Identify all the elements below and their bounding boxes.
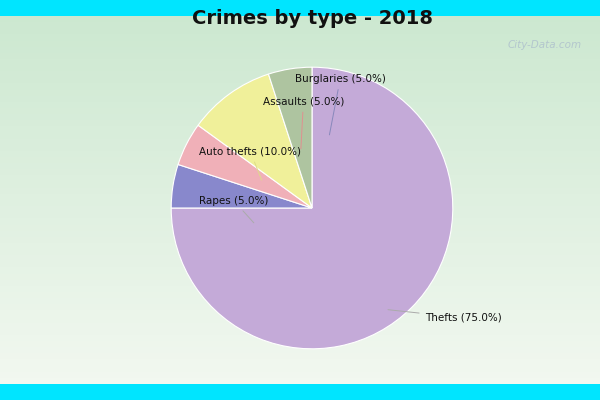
Text: Assaults (5.0%): Assaults (5.0%) — [263, 97, 344, 149]
Text: Auto thefts (10.0%): Auto thefts (10.0%) — [199, 147, 301, 180]
Text: Thefts (75.0%): Thefts (75.0%) — [388, 310, 502, 323]
Wedge shape — [171, 164, 312, 208]
Title: Crimes by type - 2018: Crimes by type - 2018 — [191, 9, 433, 28]
Wedge shape — [268, 67, 312, 208]
Text: Burglaries (5.0%): Burglaries (5.0%) — [295, 74, 386, 135]
Wedge shape — [178, 125, 312, 208]
Wedge shape — [198, 74, 312, 208]
Wedge shape — [171, 67, 453, 349]
Text: City-Data.com: City-Data.com — [508, 40, 582, 50]
Text: Rapes (5.0%): Rapes (5.0%) — [199, 196, 269, 223]
